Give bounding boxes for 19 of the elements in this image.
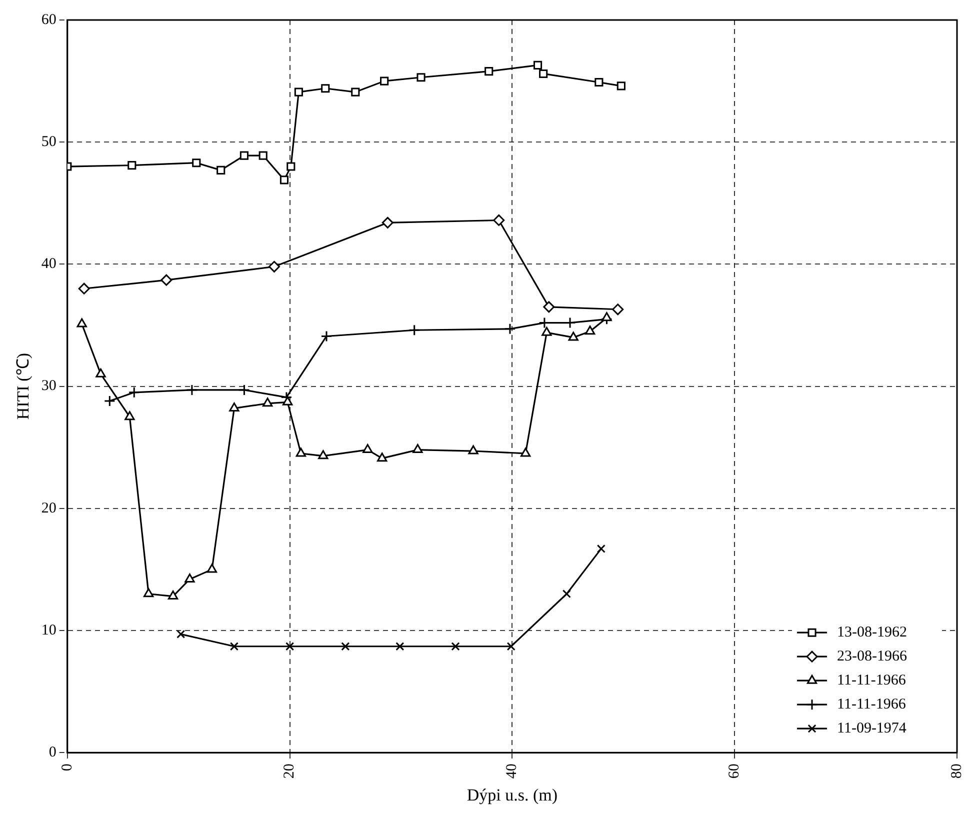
legend-label: 13-08-1962 bbox=[837, 624, 907, 641]
y-tick-label: 50 bbox=[41, 134, 56, 150]
x-tick-label: 20 bbox=[282, 764, 298, 779]
x-tick-label: 0 bbox=[59, 764, 76, 772]
y-tick-label: 0 bbox=[48, 744, 56, 761]
legend-label: 11-09-1974 bbox=[837, 720, 907, 737]
legend-label: 11-11-1966 bbox=[837, 696, 906, 713]
y-axis-title: HITI (℃) bbox=[14, 353, 33, 420]
y-tick-label: 20 bbox=[41, 500, 56, 516]
x-tick-label: 40 bbox=[504, 764, 520, 779]
x-tick-label: 60 bbox=[726, 764, 743, 779]
y-tick-label: 40 bbox=[41, 256, 56, 272]
legend-label: 23-08-1966 bbox=[837, 648, 908, 665]
x-tick-label: 80 bbox=[948, 764, 965, 779]
legend-label: 11-11-1966 bbox=[837, 672, 906, 689]
y-tick-label: 30 bbox=[41, 378, 56, 394]
x-axis-title: Dýpi u.s. (m) bbox=[466, 785, 558, 804]
y-tick-label: 10 bbox=[41, 622, 56, 638]
y-tick-label: 60 bbox=[41, 12, 56, 28]
